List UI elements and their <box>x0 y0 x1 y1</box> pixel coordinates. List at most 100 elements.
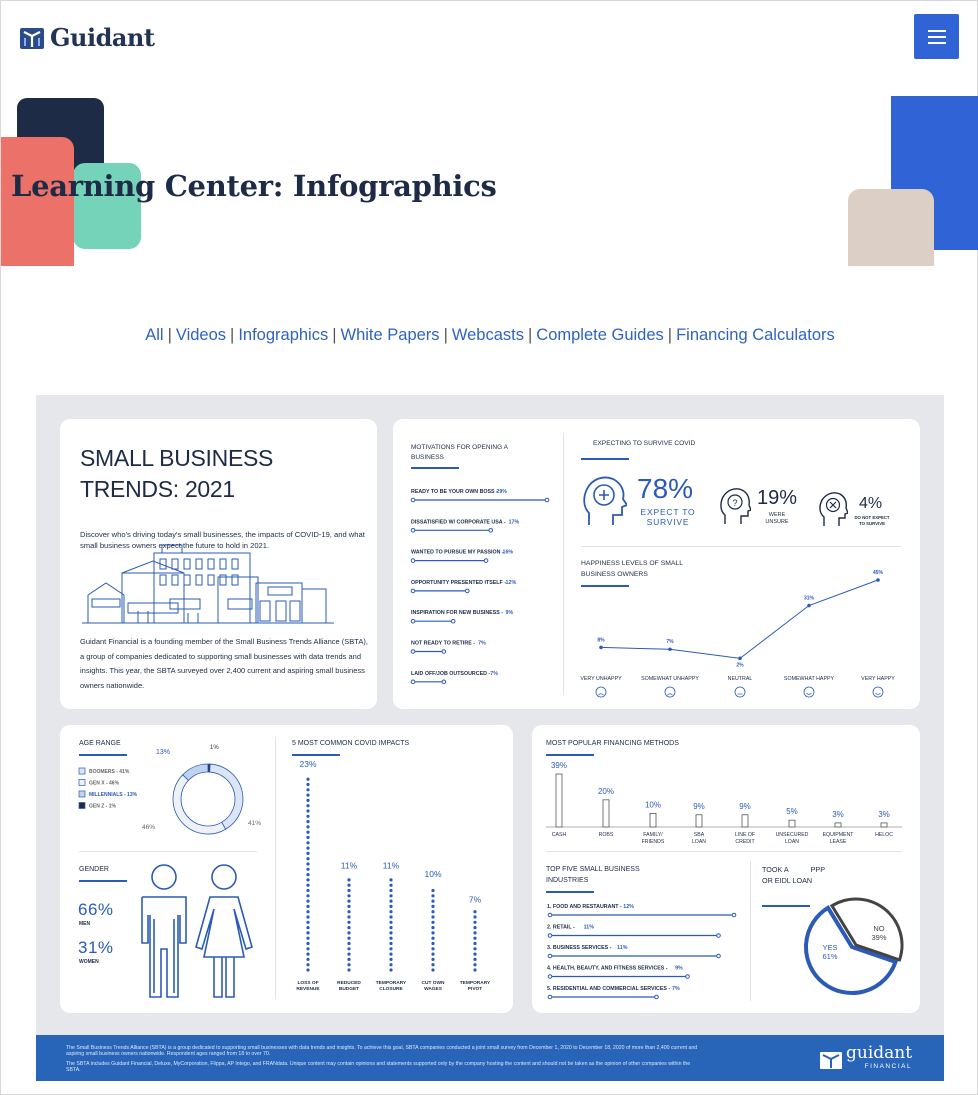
covid-bar-dot <box>389 926 393 930</box>
menu-button[interactable] <box>914 14 959 59</box>
unsure-label: WERE UNSURE <box>761 512 793 526</box>
happiness-title-line-1: HAPPINESS LEVELS OF SMALL <box>581 560 683 567</box>
site-header: Guidant <box>1 1 978 79</box>
ppp-no-label: NO <box>873 924 884 933</box>
motivations-title: MOTIVATIONS FOR OPENING A BUSINESS <box>411 443 508 463</box>
motivation-bar-end <box>464 588 470 594</box>
covid-bar-dot <box>389 963 393 967</box>
covid-bar-dot <box>473 947 477 951</box>
covid-bar-dot <box>389 878 393 882</box>
covid-bar-dot <box>306 820 310 824</box>
survive-title: EXPECTING TO SURVIVE COVID <box>593 440 696 447</box>
covid-bar-dot <box>347 926 351 930</box>
financing-bar <box>834 822 842 828</box>
covid-bar-dot <box>473 915 477 919</box>
covid-bar-dot <box>347 936 351 940</box>
filter-infographics[interactable]: Infographics <box>238 326 329 344</box>
covid-bar-dot <box>306 777 310 781</box>
covid-bar-dot <box>306 915 310 919</box>
hamburger-menu-icon <box>927 29 946 44</box>
financing-value-label: 20% <box>598 787 614 796</box>
covid-bar-dot <box>347 894 351 898</box>
industries-title-line-1: TOP FIVE SMALL BUSINESS <box>546 866 640 873</box>
covid-category-label: TEMPORARY <box>376 980 407 986</box>
financing-bar <box>695 814 703 828</box>
financing-category-label: ROBS <box>599 832 614 838</box>
covid-bar-dot <box>306 957 310 961</box>
happiness-value-label: 31% <box>804 596 815 602</box>
financing-card: MOST POPULAR FINANCING METHODS 39% CASH 20… <box>532 725 920 1013</box>
financing-value-label: 5% <box>786 807 798 816</box>
covid-bar-dot <box>347 952 351 956</box>
face-mouth <box>875 692 881 695</box>
motivation-bar-end <box>441 679 447 685</box>
face-mouth <box>598 693 604 696</box>
unsure-pct: 19% <box>757 487 798 509</box>
industry-value: 12% <box>623 904 634 910</box>
age-legend-swatch <box>78 802 86 809</box>
motivation-label: DISSATISFIED W/ CORPORATE USA - <box>411 519 506 525</box>
filter-videos[interactable]: Videos <box>175 326 227 344</box>
happiness-category-label: VERY UNHAPPY <box>580 676 622 682</box>
covid-bar-dot <box>306 825 310 829</box>
financing-category-label: LOAN <box>692 839 706 845</box>
financing-category-label: CREDIT <box>735 839 755 845</box>
financing-bar <box>555 773 563 828</box>
industry-bar-start <box>547 933 553 938</box>
covid-bar-dot <box>431 947 435 951</box>
brand-logo[interactable]: Guidant <box>19 23 155 52</box>
industry-bar-end <box>685 974 690 979</box>
happiness-value-label: 2% <box>736 662 744 668</box>
hero-banner <box>1 79 978 269</box>
industry-bar-end <box>716 933 721 938</box>
footer-logo-sub: FINANCIAL <box>864 1063 913 1070</box>
covid-category-label: REVENUE <box>296 986 320 992</box>
happiness-value-label: 8% <box>597 637 605 643</box>
covid-bar-dot <box>347 883 351 887</box>
financing-category-label: LEASE <box>830 839 847 845</box>
filter-financing-calculators[interactable]: Financing Calculators <box>676 326 835 344</box>
face-mouth <box>667 693 673 696</box>
filter-webcasts[interactable]: Webcasts <box>451 326 524 344</box>
happiness-point <box>807 603 811 608</box>
ppp-yes-slice <box>804 905 899 995</box>
guidant-logo-icon <box>820 1052 842 1069</box>
covid-bar-dot <box>347 941 351 946</box>
covid-bar-dot <box>347 878 351 882</box>
ppp-title-ppp: PPP <box>810 865 826 874</box>
industry-bar-start <box>547 994 553 1000</box>
covid-bar-dot <box>389 920 393 924</box>
covid-impacts-title: 5 MOST COMMON COVID IMPACTS <box>292 740 410 747</box>
covid-bar-dot <box>431 915 435 919</box>
industry-bar-end <box>716 953 721 959</box>
happiness-point <box>738 656 742 661</box>
covid-bar-dot <box>347 931 351 935</box>
age-legend-label: GEN Z - 1% <box>89 804 117 810</box>
women-label: WOMEN <box>79 959 99 965</box>
men-pct: 66% <box>78 900 114 919</box>
expect-label-line-2: SURVIVE <box>646 517 690 527</box>
motivation-bar-end <box>450 618 456 624</box>
covid-bar-dot <box>306 883 310 887</box>
woman-icon <box>195 864 253 998</box>
covid-bar-dot <box>306 936 310 940</box>
financing-category-label: FRIENDS <box>642 839 665 845</box>
financing-value-label: 3% <box>878 810 890 819</box>
motivation-bar-start <box>410 497 416 503</box>
covid-bar-dot <box>306 920 310 924</box>
covid-bar-dot <box>306 846 310 850</box>
svg-text:?: ? <box>732 498 737 508</box>
financing-category-label: UNSECURED <box>776 832 809 838</box>
infographic-image[interactable]: SMALL BUSINESS TRENDS: 2021 Discover who… <box>36 395 944 1081</box>
filter-complete-guides[interactable]: Complete Guides <box>536 326 664 344</box>
covid-bar-dot <box>306 873 310 877</box>
covid-bar-dot <box>389 915 393 919</box>
filter-all[interactable]: All <box>145 326 164 344</box>
motivations-title-line-1: MOTIVATIONS FOR OPENING A <box>411 444 508 451</box>
filter-white-papers[interactable]: White Papers <box>340 326 440 344</box>
footer-logo-text: guidant FINANCIAL <box>846 1045 913 1073</box>
brand-name: Guidant <box>50 23 155 52</box>
sand-decor-block <box>848 189 934 266</box>
financing-value-label: 3% <box>832 810 844 819</box>
